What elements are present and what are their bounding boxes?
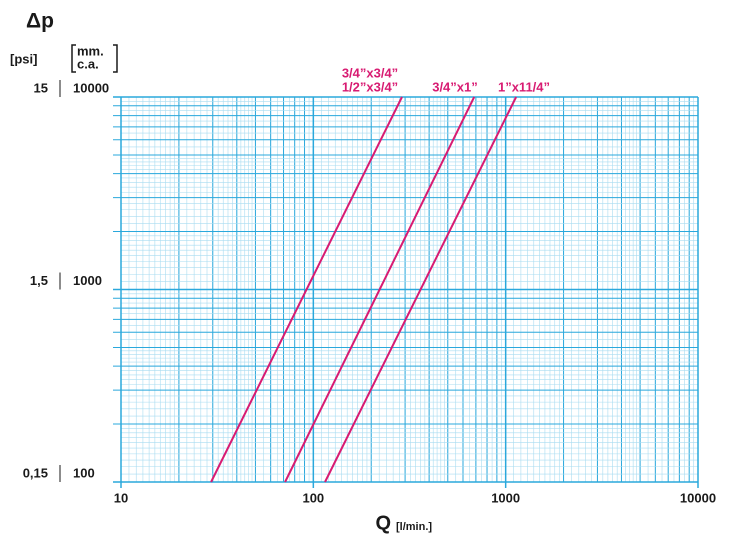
series-label: 1/2”x3/4” (342, 79, 398, 94)
x-tick-label: 10 (114, 490, 128, 505)
x-tick-label: 100 (302, 490, 324, 505)
series-label: 3/4”x1” (432, 79, 478, 94)
series-line (210, 96, 403, 483)
y2-tick-label: 15 (34, 80, 48, 95)
y2-axis-label: c.a. (77, 56, 99, 71)
y-tick-label: 1000 (73, 273, 102, 288)
x-tick-label: 1000 (491, 490, 520, 505)
series-line (284, 96, 476, 483)
y-tick-label: 10000 (73, 80, 109, 95)
series-line (324, 96, 517, 483)
x-tick-label: 10000 (680, 490, 716, 505)
y-tick-label: 100 (73, 465, 95, 480)
x-axis-label: Q (375, 512, 391, 534)
bracket (71, 44, 118, 73)
series-label: 3/4”x3/4” (342, 65, 398, 80)
chart-title: Δp (26, 10, 54, 33)
y-axis-label: [psi] (10, 51, 37, 66)
series-label: 1”x11/4” (498, 79, 550, 94)
y2-tick-label: 1,5 (30, 273, 48, 288)
y2-axis-label: mm. (77, 43, 104, 58)
x-axis-unit: [l/min.] (396, 521, 432, 533)
y2-tick-label: 0,15 (23, 465, 48, 480)
